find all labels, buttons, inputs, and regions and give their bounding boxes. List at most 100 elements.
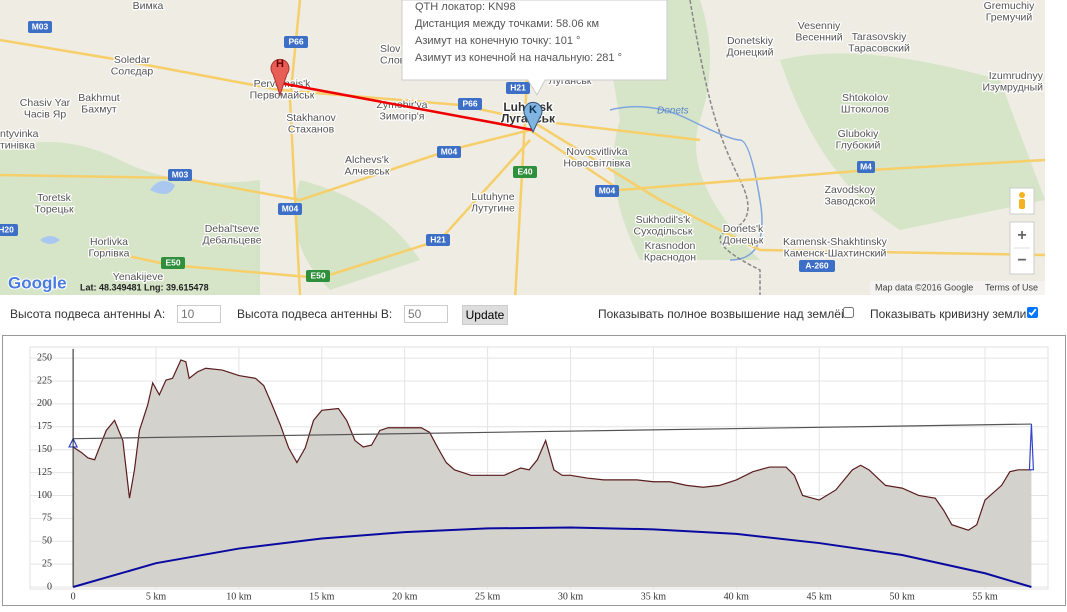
- place-label: Izumrudnyy: [989, 70, 1044, 82]
- y-tick-label: 200: [37, 398, 52, 409]
- road-badge: [857, 161, 875, 173]
- place-label: Shtokolov: [842, 92, 889, 104]
- x-tick-label: 55 km: [972, 591, 998, 602]
- info-line: Дистанция между точками: 58.06 км: [415, 18, 599, 30]
- place-label: Alchevs'k: [345, 154, 390, 166]
- x-tick-label: 30 km: [558, 591, 584, 602]
- y-tick-label: 25: [42, 558, 52, 569]
- terms-link[interactable]: Terms of Use: [985, 282, 1038, 292]
- marker-label: H: [276, 58, 284, 70]
- place-label: Солєдар: [111, 65, 154, 77]
- update-button[interactable]: Update: [462, 305, 508, 325]
- road-badge: [426, 234, 450, 246]
- road-badge: [437, 146, 461, 158]
- y-tick-label: 100: [37, 490, 52, 501]
- place-label: Gremuchiy: [984, 0, 1036, 12]
- google-logo[interactable]: Google: [7, 272, 68, 293]
- place-label: Суходільськ: [634, 225, 693, 237]
- y-tick-label: 150: [37, 444, 52, 455]
- place-label: Glubokiy: [838, 128, 880, 140]
- x-tick-label: 20 km: [392, 591, 418, 602]
- road-label: P66: [462, 98, 477, 108]
- place-label: Tarasovskiy: [852, 31, 908, 43]
- place-label: Тарасовский: [848, 42, 910, 54]
- attribution: Map data ©2016 Google: [875, 282, 973, 292]
- place-label: Krasnodon: [645, 240, 696, 252]
- road-label: M4: [860, 161, 872, 171]
- place-label: Глубокий: [836, 139, 881, 151]
- attribution-bar: [870, 281, 1045, 295]
- series-line: [72, 526, 1032, 588]
- river: [609, 105, 763, 261]
- x-tick-label: 15 km: [309, 591, 335, 602]
- place-label: Soledar: [114, 54, 151, 66]
- road-badge: [161, 257, 185, 269]
- x-tick-label: 5 km: [146, 591, 167, 602]
- zoom-in[interactable]: +: [1017, 227, 1026, 244]
- x-tick-label: 0: [71, 591, 76, 602]
- series-line: [73, 423, 1032, 440]
- y-tick-label: 0: [47, 581, 52, 592]
- place-label: Horlivka: [90, 236, 128, 248]
- road-label: E40: [517, 166, 532, 176]
- map[interactable]: ВимкаSlovСловSoledarСолєдарPervomais'kПе…: [0, 0, 1045, 295]
- place-label: Стаханов: [288, 123, 335, 135]
- full-elevation-checkbox[interactable]: [843, 307, 854, 318]
- road-label: P66: [288, 36, 303, 46]
- water: [40, 181, 175, 244]
- marker-label: K: [529, 104, 537, 116]
- road-badge: [458, 98, 482, 110]
- place-label: Zavodskoy: [825, 184, 877, 196]
- place-label: Kamensk-Shakhtinsky: [783, 236, 888, 248]
- antenna-b-label: Высота подвеса антенны B:: [237, 307, 393, 321]
- road-label: E50: [165, 257, 180, 267]
- antenna-a-label: Высота подвеса антенны A:: [10, 307, 166, 321]
- place-label: Yenakijeve: [113, 271, 164, 283]
- road-badge: [513, 166, 537, 178]
- x-tick-label: 50 km: [889, 591, 915, 602]
- place-label: Debal'tseve: [205, 223, 260, 235]
- road-badge: [595, 185, 619, 197]
- place-label: Vesenniy: [798, 20, 841, 32]
- road-label: E50: [310, 270, 325, 280]
- zoom-out[interactable]: −: [1017, 252, 1026, 269]
- x-tick-label: 35 km: [641, 591, 667, 602]
- y-tick-label: 225: [37, 375, 52, 386]
- place-label: Часів Яр: [24, 108, 66, 120]
- place-label: Торецьк: [34, 203, 74, 215]
- place-label: Donets'k: [723, 223, 764, 235]
- place-label: Гремучий: [986, 11, 1033, 23]
- antenna-a-input[interactable]: [177, 305, 221, 323]
- marker-end[interactable]: K: [523, 101, 543, 134]
- y-tick-label: 175: [37, 421, 52, 432]
- terrain-line: [72, 359, 1032, 531]
- place-labels: ВимкаSlovСловSoledarСолєдарPervomais'kПе…: [0, 0, 1045, 284]
- place-label: тинівка: [0, 139, 35, 151]
- river-label: Donets: [657, 106, 689, 117]
- zoom-control: + −: [1009, 221, 1035, 275]
- place-label: Бахмут: [81, 103, 117, 115]
- antenna-b-input[interactable]: [404, 305, 448, 323]
- road-badges: M03 P66 P66 H21 M04 E40 M03 M04 M04 H21 E50 E50 A-26…: [0, 21, 875, 282]
- place-label: Краснодон: [644, 251, 696, 263]
- place-label: Bakhmut: [78, 92, 120, 104]
- place-label: Донецкий: [726, 46, 773, 58]
- road-label: M03: [172, 169, 189, 179]
- place-label: ntyvinka: [0, 128, 39, 140]
- road-label: M04: [441, 146, 458, 156]
- info-line: Азимут из конечной на начальную: 281 °: [415, 52, 622, 64]
- antenna: [1028, 424, 1035, 471]
- place-label: Штоколов: [841, 103, 890, 115]
- pegman[interactable]: [1009, 187, 1035, 215]
- road-badge: [28, 21, 52, 33]
- marker-start[interactable]: H: [270, 58, 290, 97]
- curvature-label: Показывать кривизну земли: [870, 307, 1027, 321]
- place-label: Lutuhyne: [471, 191, 514, 203]
- place-label: Дебальцеве: [202, 234, 261, 246]
- info-line: QTH локатор: KN98: [415, 1, 516, 13]
- place-label: Sukhodil's'k: [636, 214, 692, 226]
- place-label: Весенний: [795, 31, 842, 43]
- place-label: Slov: [380, 43, 401, 55]
- curvature-checkbox[interactable]: [1027, 307, 1038, 318]
